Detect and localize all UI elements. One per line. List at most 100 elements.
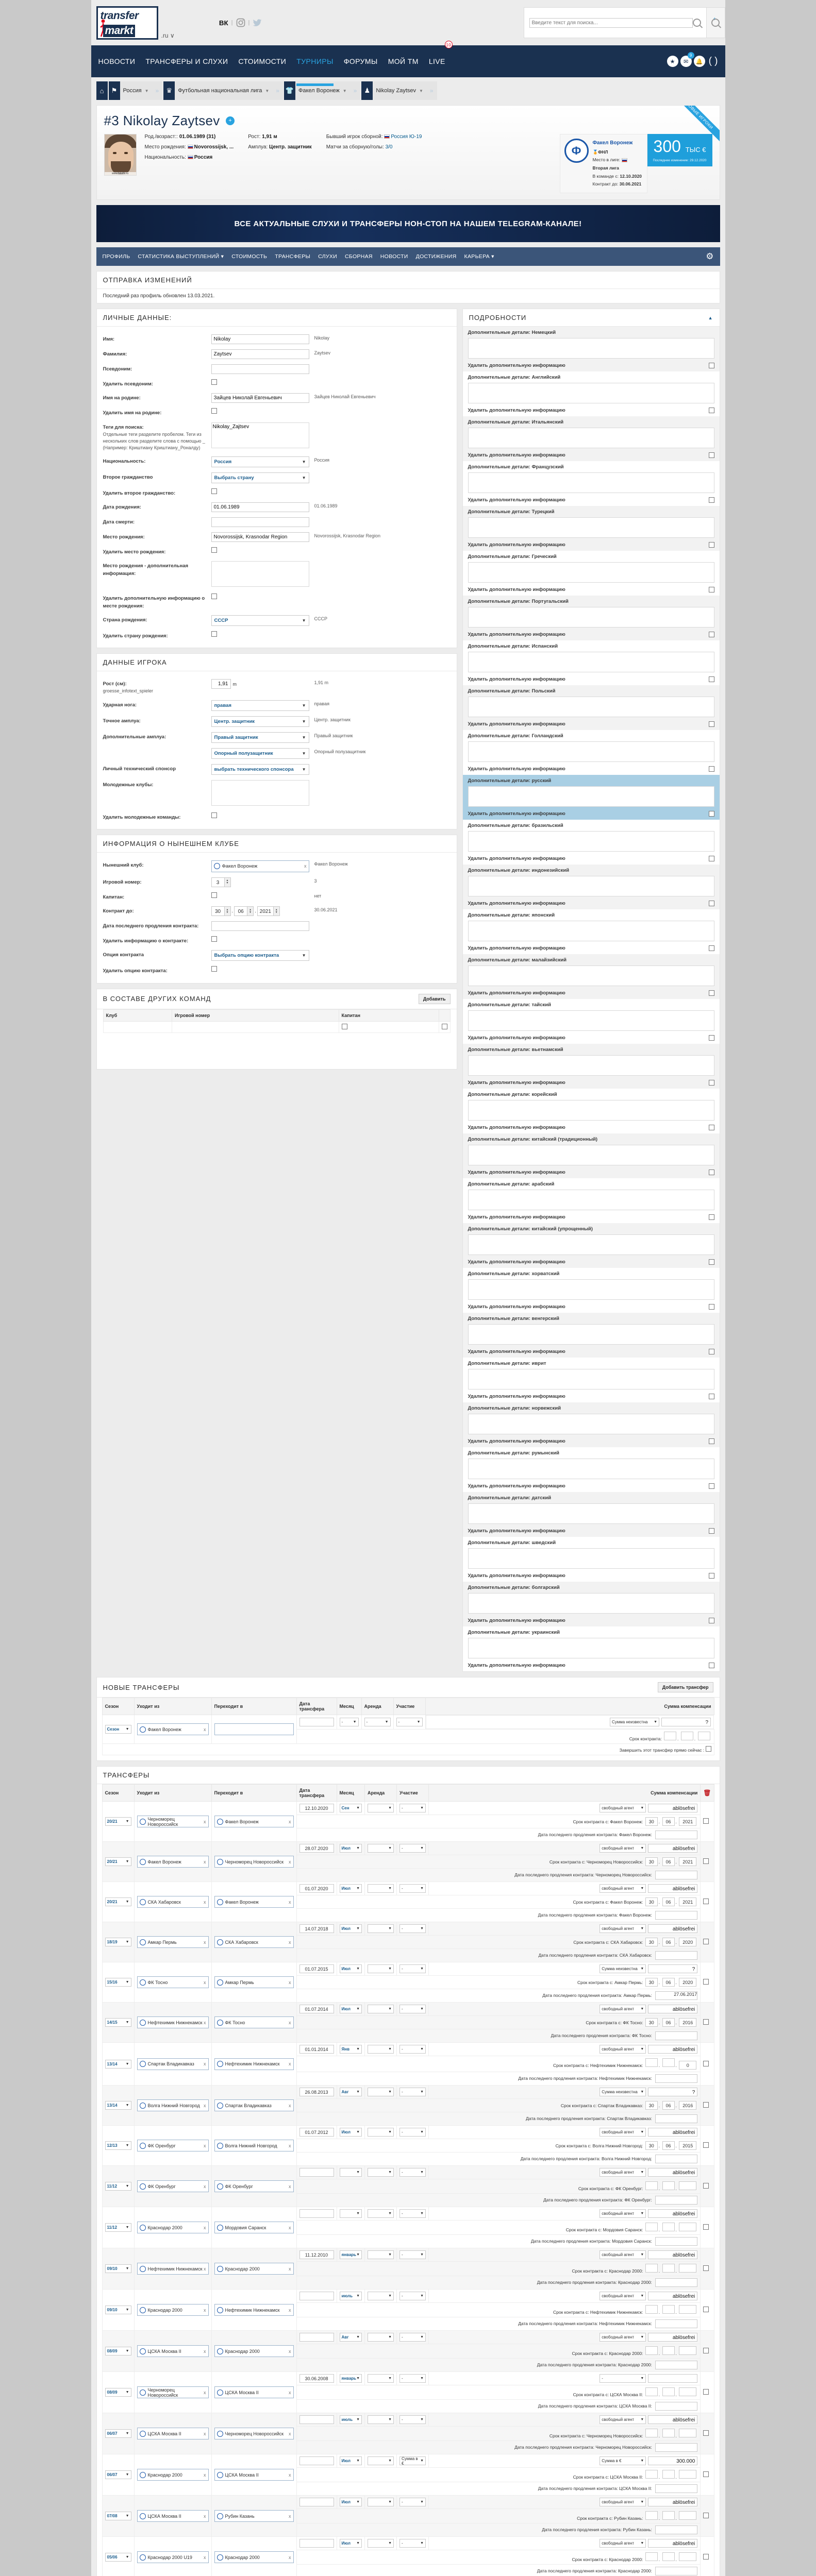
last-extension-input-11[interactable] [655, 2278, 698, 2287]
from-club-0[interactable]: Черноморец Новороссийск x [137, 1816, 209, 1828]
season-select-6[interactable]: 13/14 ▼ [105, 2059, 131, 2069]
from-club-9[interactable]: ФК Оренбург x [137, 2180, 209, 2193]
breadcrumb-item-club[interactable]: 👕 Факел Воронеж ▼ » [284, 81, 361, 100]
playerdata-select-0[interactable]: правая ▼ [211, 700, 309, 711]
shirt-number-stepper[interactable]: 3 ▲ ▼ [211, 877, 231, 887]
delete-transfer-checkbox-14[interactable] [703, 2389, 709, 2395]
clear-icon[interactable]: x [289, 2103, 291, 2108]
detail-textarea-13[interactable] [468, 921, 714, 942]
add-team-button[interactable]: Добавить [418, 993, 451, 1004]
contract-day-0[interactable]: 30 [645, 1817, 658, 1826]
contract-year-7[interactable]: 2016 [679, 2101, 697, 2110]
contract-year-11[interactable] [679, 2264, 697, 2273]
chevron-down-icon[interactable]: ▼ [265, 88, 270, 93]
contract-month-9[interactable] [662, 2181, 675, 2191]
fee-type-select-15[interactable]: свободный агент ▼ [599, 2415, 646, 2425]
contract-year-input[interactable] [697, 1732, 710, 1741]
clear-icon[interactable]: x [289, 2472, 291, 2478]
delete-transfer-checkbox-13[interactable] [703, 2348, 709, 2354]
loan-select-2[interactable]: ▼ [368, 1884, 394, 1893]
month-select[interactable]: - ▼ [339, 1718, 359, 1727]
clear-icon[interactable]: x [204, 1899, 206, 1905]
detail-textarea-5[interactable] [468, 562, 714, 583]
contract-day-7[interactable]: 30 [645, 2101, 658, 2110]
personal-input-0[interactable] [211, 334, 309, 345]
clear-icon[interactable]: x [289, 2183, 291, 2189]
loan-select-17[interactable]: ▼ [368, 2498, 394, 2507]
from-club-7[interactable]: Волга Нижний Новгород x [137, 2099, 209, 2112]
last-extension-input-9[interactable] [655, 2196, 698, 2205]
contract-month-input[interactable] [680, 1732, 693, 1741]
breadcrumb-item-home[interactable]: ⌂ [96, 81, 108, 100]
season-select-16[interactable]: 06/07 ▼ [105, 2470, 131, 2480]
contract-year-0[interactable]: 2021 [679, 1817, 697, 1826]
contract-month-7[interactable]: 06 [662, 2101, 675, 2110]
detail-textarea-14[interactable] [468, 965, 714, 987]
last-extension-input-5[interactable] [655, 2031, 698, 2041]
detail-textarea-21[interactable] [468, 1279, 714, 1300]
fee-input-13[interactable]: ablösefrei [648, 2333, 698, 2342]
contract-day-2[interactable]: 30 [645, 1897, 658, 1907]
detail-textarea-1[interactable] [468, 383, 714, 404]
clear-icon[interactable]: x [204, 1859, 206, 1865]
clear-icon[interactable]: x [204, 2472, 206, 2478]
instagram-icon[interactable] [236, 18, 246, 28]
contract-year-5[interactable]: 2016 [679, 2018, 697, 2027]
detail-textarea-8[interactable] [468, 697, 714, 718]
fee-type-select-9[interactable]: свободный агент ▼ [599, 2168, 646, 2177]
fee-type-select[interactable]: Сумма неизвестна ▼ [610, 1718, 659, 1727]
fee-input-4[interactable]: ? [648, 1964, 698, 1974]
fee-type-select-12[interactable]: свободный агент ▼ [599, 2292, 646, 2301]
contract-year-4[interactable]: 2020 [679, 1978, 697, 1987]
fee-type-select-1[interactable]: свободный агент ▼ [599, 1844, 646, 1853]
detail-textarea-3[interactable] [468, 472, 714, 494]
club-name[interactable]: Факел Воронеж [592, 140, 633, 146]
contract-day-15[interactable] [645, 2429, 658, 2438]
contract-month-8[interactable]: 06 [662, 2141, 675, 2150]
detail-delete-checkbox-4[interactable] [708, 542, 714, 548]
caps-link[interactable]: 3/0 [385, 144, 393, 150]
loan-select-7[interactable]: ▼ [368, 2088, 394, 2097]
transfer-date-6[interactable]: 01.01.2014 [299, 2045, 334, 2054]
participation-select-1[interactable]: - ▼ [399, 1844, 426, 1853]
contract-day-6[interactable] [645, 2058, 658, 2067]
fee-input-18[interactable]: ablösefrei [648, 2539, 698, 2548]
detail-textarea-2[interactable] [468, 428, 714, 449]
delete-option-checkbox[interactable] [211, 966, 217, 972]
clear-icon[interactable]: x [289, 2143, 291, 2148]
contract-day-13[interactable] [645, 2346, 658, 2355]
clear-icon[interactable]: x [289, 2061, 291, 2067]
clear-icon[interactable]: x [204, 1979, 206, 1985]
season-select-5[interactable]: 14/15 ▼ [105, 2018, 131, 2027]
detail-delete-checkbox-5[interactable] [708, 587, 714, 593]
contract-year-10[interactable] [679, 2223, 697, 2232]
clear-icon[interactable]: x [289, 2554, 291, 2560]
last-extension-input-18[interactable] [655, 2567, 698, 2576]
detail-textarea-15[interactable] [468, 1010, 714, 1031]
loan-select-9[interactable]: ▼ [368, 2168, 394, 2177]
fee-input-16[interactable]: 300.000 [648, 2456, 698, 2466]
detail-delete-checkbox-29[interactable] [708, 1663, 714, 1669]
contract-month-11[interactable] [662, 2264, 675, 2273]
clear-icon[interactable]: x [204, 2307, 206, 2313]
delete-transfer-checkbox-9[interactable] [703, 2183, 709, 2189]
season-select-14[interactable]: 08/09 ▼ [105, 2388, 131, 2397]
detail-textarea-16[interactable] [468, 1055, 714, 1076]
fee-type-select-4[interactable]: Сумма неизвестна ▼ [599, 1964, 646, 1974]
personal-input-12[interactable] [211, 532, 309, 543]
contract-day-8[interactable]: 30 [645, 2141, 658, 2150]
from-club-11[interactable]: Нефтехимик Нижнекамск x [137, 2263, 209, 2275]
fee-input-0[interactable]: ablösefrei [648, 1804, 698, 1813]
contract-year-12[interactable] [679, 2305, 697, 2314]
to-club-14[interactable]: ЦСКА Москва II x [214, 2386, 294, 2399]
contract-year-9[interactable] [679, 2181, 697, 2191]
contract-day-4[interactable]: 30 [645, 1978, 658, 1987]
detail-textarea-20[interactable] [468, 1234, 714, 1256]
fee-input-6[interactable]: ablösefrei [648, 2045, 698, 2054]
season-select-15[interactable]: 06/07 ▼ [105, 2429, 131, 2438]
month-select-5[interactable]: Июл ▼ [339, 2005, 362, 2014]
fee-type-select-14[interactable]: - ▼ [599, 2374, 646, 2383]
last-extension-input-4[interactable]: 27.06.2017 [655, 1991, 698, 2001]
delete-transfer-checkbox-11[interactable] [703, 2265, 709, 2272]
contract-month-0[interactable]: 06 [662, 1817, 675, 1826]
